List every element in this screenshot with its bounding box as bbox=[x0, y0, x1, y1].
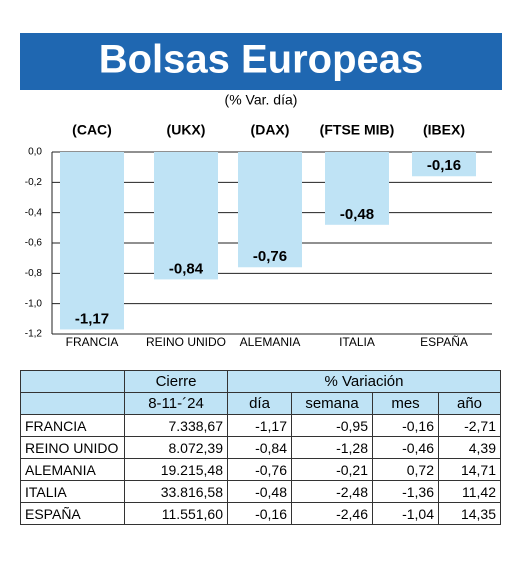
table-row: ALEMANIA 19.215,48 -0,76 -0,21 0,72 14,71 bbox=[20, 458, 501, 481]
table-cell: ESPAÑA bbox=[20, 502, 125, 525]
bar bbox=[325, 152, 389, 225]
table-row: REINO UNIDO 8.072,39 -0,84 -1,28 -0,46 4,39 bbox=[20, 436, 501, 459]
table-cell: día bbox=[227, 392, 292, 415]
table-cell bbox=[20, 370, 125, 393]
table-cell: -2,46 bbox=[291, 502, 373, 525]
index-label: (UKX) bbox=[167, 122, 206, 138]
y-tick-label: -0,2 bbox=[25, 177, 43, 188]
table-cell: -0,48 bbox=[227, 480, 292, 503]
y-tick-label: 0,0 bbox=[28, 147, 42, 158]
x-tick-label: REINO UNIDO bbox=[146, 335, 226, 349]
table-cell: 0,72 bbox=[372, 458, 439, 481]
table-cell: REINO UNIDO bbox=[20, 436, 125, 459]
x-tick-label: ALEMANIA bbox=[240, 335, 301, 349]
index-label: (FTSE MIB) bbox=[320, 122, 395, 138]
table-cell: -0,95 bbox=[291, 414, 373, 437]
chart-title: Bolsas Europeas bbox=[99, 38, 424, 82]
value-label: -0,48 bbox=[340, 206, 374, 223]
table-cell: -0,21 bbox=[291, 458, 373, 481]
table-cell: mes bbox=[372, 392, 439, 415]
table-cell: -1,28 bbox=[291, 436, 373, 459]
table-cell: -1,17 bbox=[227, 414, 292, 437]
table-cell: 11,42 bbox=[438, 480, 501, 503]
table-cell: 19.215,48 bbox=[124, 458, 228, 481]
title-bar bbox=[20, 33, 502, 90]
bar bbox=[412, 152, 476, 177]
table-cell: -0,76 bbox=[227, 458, 292, 481]
chart-subtitle: (% Var. día) bbox=[225, 92, 298, 108]
table-cell: -2,48 bbox=[291, 480, 373, 503]
y-tick-label: -1,0 bbox=[25, 298, 43, 309]
y-tick-label: -0,6 bbox=[25, 238, 43, 249]
value-label: -1,17 bbox=[75, 310, 109, 327]
value-label: -0,16 bbox=[427, 157, 461, 174]
y-tick-label: -0,4 bbox=[25, 207, 43, 218]
table-cell: % Variación bbox=[227, 370, 501, 393]
x-tick-label: ITALIA bbox=[339, 335, 375, 349]
table-row: 8-11-´24 día semana mes año bbox=[20, 392, 501, 415]
table-cell: ITALIA bbox=[20, 480, 125, 503]
y-tick-label: -0,8 bbox=[25, 268, 43, 279]
table-cell: -0,16 bbox=[372, 414, 439, 437]
table-cell: -0,46 bbox=[372, 436, 439, 459]
table-cell bbox=[20, 392, 125, 415]
table-cell: -1,36 bbox=[372, 480, 439, 503]
y-tick-label: -1,2 bbox=[25, 329, 43, 340]
table-cell: 14,35 bbox=[438, 502, 501, 525]
table-cell: 8.072,39 bbox=[124, 436, 228, 459]
value-label: -0,84 bbox=[169, 260, 204, 277]
table-row: FRANCIA 7.338,67 -1,17 -0,95 -0,16 -2,71 bbox=[20, 414, 501, 437]
index-label: (IBEX) bbox=[423, 122, 465, 138]
table-cell: ALEMANIA bbox=[20, 458, 125, 481]
table-row: ITALIA 33.816,58 -0,48 -2,48 -1,36 11,42 bbox=[20, 480, 501, 503]
table-cell: -0,84 bbox=[227, 436, 292, 459]
table-cell: 7.338,67 bbox=[124, 414, 228, 437]
table-row: ESPAÑA 11.551,60 -0,16 -2,46 -1,04 14,35 bbox=[20, 502, 501, 525]
bar bbox=[154, 152, 218, 280]
table-cell: año bbox=[438, 392, 501, 415]
bar bbox=[60, 152, 124, 330]
table-cell: 33.816,58 bbox=[124, 480, 228, 503]
index-label: (DAX) bbox=[251, 122, 290, 138]
bar bbox=[238, 152, 302, 268]
table-cell: semana bbox=[291, 392, 373, 415]
index-label: (CAC) bbox=[72, 122, 112, 138]
table-cell: 4,39 bbox=[438, 436, 501, 459]
table-row: Cierre% Variación bbox=[20, 370, 501, 393]
table-cell: -1,04 bbox=[372, 502, 439, 525]
table-cell: 11.551,60 bbox=[124, 502, 228, 525]
chart: Bolsas Europeas (% Var. día) 0,0 -0,2 -0,4… bbox=[20, 33, 502, 349]
table-cell: FRANCIA bbox=[20, 414, 125, 437]
value-label: -0,76 bbox=[253, 248, 287, 265]
table-cell: -0,16 bbox=[227, 502, 292, 525]
table-cell: -2,71 bbox=[438, 414, 501, 437]
x-tick-label: ESPAÑA bbox=[420, 335, 468, 349]
table-cell: Cierre bbox=[124, 370, 228, 393]
data-table: Cierre% Variación 8-11-´24 día semana mes año… bbox=[20, 370, 501, 525]
x-tick-label: FRANCIA bbox=[66, 335, 119, 349]
table-cell: 8-11-´24 bbox=[124, 392, 228, 415]
table-cell: 14,71 bbox=[438, 458, 501, 481]
